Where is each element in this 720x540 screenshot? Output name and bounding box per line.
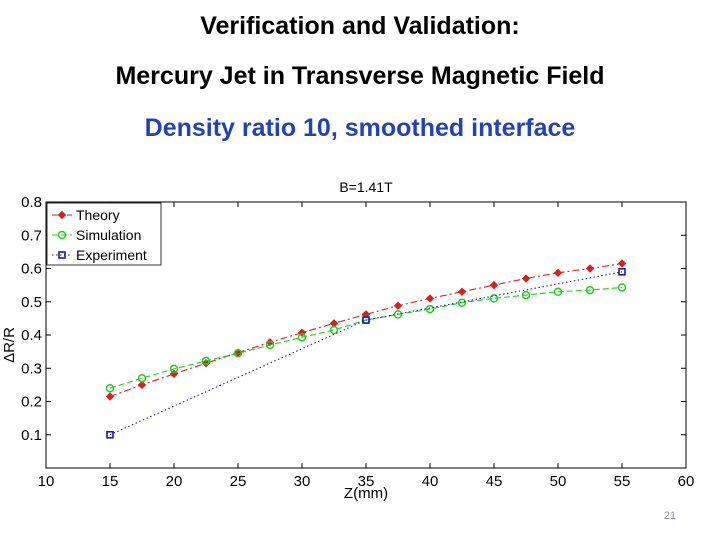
data-point (201, 356, 211, 366)
y-tick-label: 0.3 (21, 360, 42, 377)
legend: Theory Simulation Experiment (46, 202, 162, 266)
data-point (585, 285, 595, 295)
data-point (617, 283, 627, 292)
x-tick-label: 35 (358, 473, 375, 490)
x-tick-label: 60 (678, 473, 695, 490)
x-tick-label: 45 (486, 473, 503, 490)
data-point (393, 310, 403, 319)
data-point (58, 251, 66, 259)
data-point (489, 294, 499, 303)
data-point (201, 359, 211, 368)
data-point (585, 264, 595, 273)
data-point (393, 301, 403, 310)
data-point (169, 364, 179, 374)
data-point (137, 380, 147, 390)
data-point (521, 274, 531, 283)
slide-title: Verification and Validation: (200, 12, 520, 40)
x-tick-label: 30 (294, 473, 311, 490)
y-tick-label: 0.2 (21, 394, 42, 411)
legend-label: Theory (76, 207, 120, 223)
legend-label: Experiment (76, 247, 147, 263)
chart: B=1.41T 10 15 20 25 30 35 40 45 50 55 60 0.1 0.2 0.3 0.… (1, 179, 694, 502)
slide-caption: Density ratio 10, smoothed interface (144, 114, 576, 142)
data-point (105, 383, 115, 393)
data-point (329, 325, 339, 335)
data-point (553, 268, 563, 278)
slide-number: 21 (663, 510, 677, 522)
y-tick-label: 0.5 (21, 294, 42, 311)
data-point (265, 340, 275, 350)
x-tick-label: 50 (550, 473, 567, 490)
data-point (361, 310, 371, 319)
data-point (425, 304, 435, 314)
y-tick-label: 0.8 (21, 194, 42, 211)
data-point (297, 333, 307, 342)
y-tick-label: 0.7 (21, 227, 42, 244)
data-point (57, 230, 67, 240)
data-point (521, 290, 531, 300)
y-tick-label: 0.4 (21, 327, 42, 344)
x-tick-label: 10 (38, 473, 55, 490)
y-axis-label: ΔR/R (1, 327, 18, 363)
data-point (425, 294, 435, 303)
series-line-experiment (109, 271, 623, 436)
y-tick-label: 0.6 (21, 261, 42, 278)
data-point (489, 280, 499, 290)
legend-label: Simulation (76, 227, 141, 243)
x-tick-label: 25 (230, 473, 247, 490)
data-point (105, 392, 115, 401)
data-point (362, 316, 370, 324)
data-point (617, 259, 627, 268)
y-tick-label: 0.1 (21, 427, 42, 444)
data-point (233, 349, 243, 358)
data-point (57, 210, 67, 220)
x-tick-label: 55 (614, 473, 631, 490)
data-point (457, 298, 467, 307)
x-tick-label: 20 (166, 473, 183, 490)
slide-subtitle: Mercury Jet in Transverse Magnetic Field (115, 62, 605, 90)
data-point (457, 287, 467, 296)
data-point (137, 373, 147, 383)
chart-title: B=1.41T (339, 179, 393, 195)
data-point (106, 430, 114, 439)
x-tick-label: 15 (102, 473, 119, 490)
x-axis-label: Z(mm) (344, 485, 388, 502)
series-line-simulation (109, 286, 623, 389)
data-point (618, 268, 626, 276)
data-point (553, 287, 563, 297)
x-tick-label: 40 (422, 473, 439, 490)
series-line-theory (109, 262, 623, 398)
plot-layer: B=1.41T 10 15 20 25 30 35 40 45 50 55 60 0.1 0.2 0.3 0.… (1, 179, 694, 502)
